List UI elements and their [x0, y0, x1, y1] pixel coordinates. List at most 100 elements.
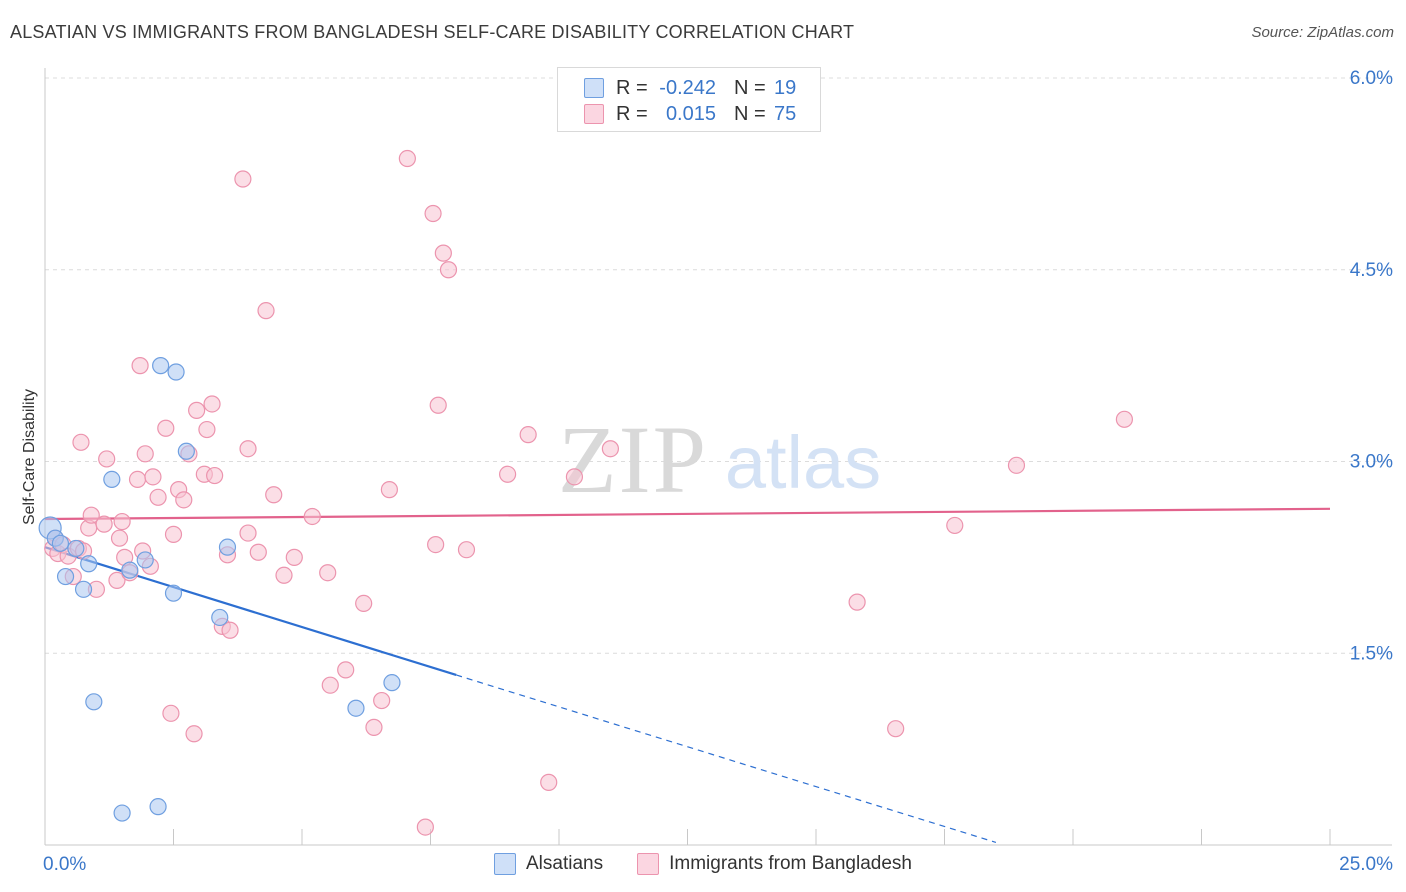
point-bangladesh: [416, 818, 434, 836]
point-alsatians: [152, 357, 170, 375]
point-bangladesh: [319, 564, 337, 582]
point-bangladesh: [303, 507, 321, 526]
point-alsatians: [74, 580, 93, 598]
trend-line-bangladesh: [44, 507, 1331, 521]
point-bangladesh: [398, 149, 416, 168]
point-bangladesh: [565, 468, 584, 486]
point-bangladesh: [439, 261, 458, 279]
point-alsatians: [80, 555, 98, 573]
point-bangladesh: [136, 445, 154, 463]
point-bangladesh: [519, 426, 537, 444]
legend-swatch-blue: [494, 853, 516, 875]
legend-swatch-pink: [637, 853, 660, 875]
point-bangladesh: [98, 450, 116, 468]
point-alsatians: [113, 804, 131, 822]
point-alsatians: [121, 561, 139, 579]
point-bangladesh: [887, 720, 905, 738]
point-alsatians: [136, 551, 154, 569]
point-bangladesh: [144, 468, 162, 486]
x-tick-label: 25.0%: [1339, 854, 1393, 875]
point-bangladesh: [203, 395, 221, 413]
point-alsatians: [211, 608, 229, 627]
point-alsatians: [383, 674, 401, 692]
point-bangladesh: [110, 529, 129, 547]
point-alsatians: [85, 693, 103, 711]
point-bangladesh: [82, 506, 100, 524]
point-bangladesh: [185, 725, 203, 743]
legend-swatch-blue: [584, 78, 604, 98]
legend-swatch-pink: [584, 104, 604, 124]
series-legend: Alsatians Immigrants from Bangladesh: [0, 851, 1406, 877]
y-tick-label: 4.5%: [1350, 260, 1393, 281]
legend-row-alsatians: R = -0.242 N = 19: [584, 77, 796, 99]
trend-lines: [44, 507, 1331, 844]
point-bangladesh: [188, 401, 206, 419]
point-bangladesh: [429, 396, 447, 414]
trend-line-alsatians-extension: [456, 674, 997, 844]
y-tick-label: 1.5%: [1350, 643, 1393, 664]
point-bangladesh: [601, 440, 620, 458]
legend-item-bangladesh[interactable]: Immigrants from Bangladesh: [637, 853, 912, 875]
legend-r-value: -0.242: [659, 76, 716, 99]
point-bangladesh: [424, 204, 442, 223]
axes: [44, 68, 1392, 846]
point-bangladesh: [373, 691, 391, 710]
point-alsatians: [56, 567, 75, 586]
chart-title: ALSATIAN VS IMMIGRANTS FROM BANGLADESH S…: [10, 22, 855, 42]
point-bangladesh: [175, 491, 193, 509]
legend-n-label: N =: [734, 102, 766, 125]
watermark-zip: ZIP: [558, 406, 708, 513]
legend-r-value: 0.015: [665, 102, 716, 125]
point-bangladesh: [131, 357, 149, 375]
point-bangladesh: [162, 704, 180, 722]
correlation-legend: R = -0.242 N = 19 R = 0.015 N = 75: [557, 67, 821, 132]
point-bangladesh: [198, 420, 216, 439]
legend-row-bangladesh: R = 0.015 N = 75: [584, 103, 796, 125]
point-bangladesh: [355, 594, 373, 612]
legend-item-alsatians[interactable]: Alsatians: [494, 853, 603, 875]
point-bangladesh: [239, 524, 257, 542]
point-alsatians: [347, 699, 365, 717]
data-points: [38, 149, 1134, 836]
point-bangladesh: [72, 433, 90, 451]
point-alsatians: [218, 538, 237, 556]
point-bangladesh: [285, 548, 303, 566]
point-bangladesh: [108, 571, 126, 589]
point-bangladesh: [239, 440, 257, 458]
point-bangladesh: [249, 543, 267, 561]
watermark-atlas: atlas: [725, 421, 881, 504]
y-tick-label: 3.0%: [1350, 452, 1393, 473]
x-tick-label: 0.0%: [43, 854, 86, 875]
point-bangladesh: [434, 244, 452, 262]
point-bangladesh: [164, 525, 183, 543]
point-bangladesh: [848, 593, 866, 611]
point-bangladesh: [234, 170, 252, 188]
point-bangladesh: [128, 470, 147, 488]
point-bangladesh: [265, 486, 283, 504]
point-bangladesh: [540, 773, 558, 791]
point-bangladesh: [157, 419, 175, 437]
point-bangladesh: [365, 718, 383, 736]
legend-r-label: R =: [616, 76, 648, 99]
legend-n-value: 19: [774, 76, 797, 99]
legend-label: Alsatians: [526, 853, 604, 874]
point-alsatians: [149, 798, 167, 816]
point-bangladesh: [337, 661, 355, 679]
point-bangladesh: [380, 481, 398, 499]
point-bangladesh: [499, 465, 517, 483]
point-alsatians: [103, 470, 121, 488]
point-alsatians: [51, 534, 70, 552]
point-bangladesh: [946, 516, 964, 535]
point-bangladesh: [457, 541, 476, 559]
point-alsatians: [167, 363, 185, 381]
legend-n-label: N =: [734, 76, 766, 99]
point-bangladesh: [321, 676, 339, 694]
trend-line-alsatians: [44, 546, 457, 677]
legend-n-value: 75: [774, 102, 797, 125]
watermark: ZIP atlas: [558, 406, 881, 513]
y-tick-label: 6.0%: [1350, 68, 1393, 89]
point-bangladesh: [427, 535, 445, 554]
point-bangladesh: [113, 512, 131, 531]
point-bangladesh: [1007, 456, 1026, 474]
point-bangladesh: [149, 488, 167, 506]
